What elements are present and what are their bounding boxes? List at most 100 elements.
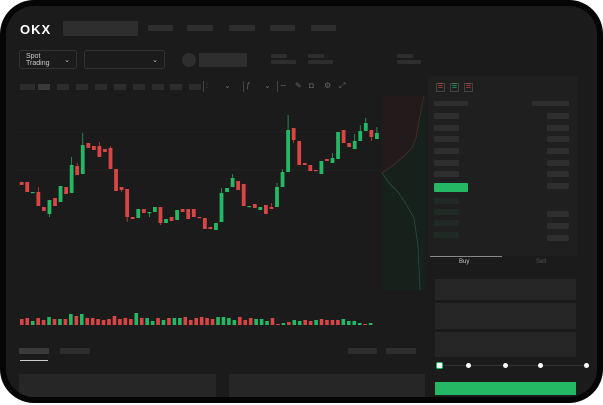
candle-body [308, 165, 313, 171]
candle-body [375, 133, 379, 139]
camera-icon[interactable]: ◘ [309, 81, 314, 90]
timeframe-button[interactable] [38, 84, 50, 90]
volume-bar [41, 320, 46, 325]
candle-body [147, 212, 152, 214]
chevron-down-icon[interactable]: ⌄ [264, 81, 271, 90]
slider-mark[interactable] [584, 363, 589, 368]
slider-mark[interactable] [466, 363, 471, 368]
candle-body [69, 165, 74, 193]
candle-body [86, 143, 91, 148]
timeframe-button[interactable] [76, 84, 88, 90]
bottom-action[interactable] [348, 348, 377, 354]
candle-body [53, 198, 57, 206]
ask-price [434, 160, 459, 166]
timeframe-button[interactable] [114, 84, 126, 90]
bid-price [434, 209, 459, 215]
volume-bar [259, 319, 264, 325]
book-both-icon[interactable]: ☰ [436, 83, 445, 92]
candle-body [363, 123, 368, 131]
candle-body [119, 187, 124, 190]
candle-body [330, 158, 335, 163]
volume-bar [118, 319, 122, 325]
ask-price [434, 125, 459, 131]
price-input[interactable] [435, 279, 576, 300]
bottom-tab[interactable] [60, 348, 90, 354]
candle-body [269, 207, 274, 209]
nav-item[interactable] [229, 25, 255, 31]
stat-label [308, 54, 324, 58]
timeframe-button[interactable] [189, 84, 201, 90]
candle-body [175, 210, 179, 220]
line-icon[interactable]: ∼ [280, 81, 287, 90]
search-bar[interactable] [63, 21, 138, 36]
timeframe-button[interactable] [95, 84, 107, 90]
stat-value [271, 60, 296, 64]
buy-button[interactable] [435, 382, 576, 395]
slider-mark[interactable] [538, 363, 543, 368]
timeframe-button[interactable] [20, 84, 35, 90]
volume-bar [74, 316, 79, 325]
mode-select-label: Spot Trading [26, 52, 50, 67]
book-asks-icon[interactable]: ☰ [464, 83, 473, 92]
volume-bar [210, 319, 215, 325]
tab-sell[interactable]: Sell [536, 259, 547, 265]
volume-bar [194, 318, 198, 325]
nav-item[interactable] [270, 25, 295, 31]
timeframe-button[interactable] [133, 84, 145, 90]
volume-bar [101, 320, 106, 325]
volume-bar [270, 318, 275, 325]
bottom-tab-active[interactable] [19, 348, 49, 354]
nav-item[interactable] [311, 25, 336, 31]
volume-bar [150, 321, 155, 325]
slider-handle[interactable] [436, 362, 443, 369]
nav-item[interactable] [148, 25, 173, 31]
candle-body [186, 209, 191, 219]
total-input[interactable] [435, 332, 576, 357]
volume-bar [265, 321, 269, 325]
settings-icon[interactable]: ⚙ [324, 81, 332, 90]
volume-bar [20, 319, 24, 325]
volume-bar [276, 324, 280, 325]
candle-body [191, 209, 196, 217]
volume-bar [112, 316, 117, 325]
amount-input[interactable] [435, 303, 576, 329]
bottom-action[interactable] [386, 348, 416, 354]
volume-bar [36, 318, 40, 325]
tab-buy[interactable]: Buy [459, 259, 470, 265]
slider-mark[interactable] [503, 363, 508, 368]
depth-asks-line [381, 95, 425, 174]
ask-amount [547, 148, 569, 154]
candle-body [58, 186, 63, 202]
pair-select[interactable]: ⌄ [84, 50, 165, 69]
candle-type-icon[interactable]: ⫶ [206, 81, 208, 90]
candle-body [319, 161, 324, 174]
candle-body [202, 218, 207, 229]
mode-select[interactable]: Spot Trading ⌄ [19, 50, 77, 69]
volume-bar [183, 317, 188, 325]
volume-bar [58, 319, 62, 325]
candlestick-chart[interactable] [6, 6, 597, 397]
indicator-icon[interactable]: ƒ [246, 81, 251, 90]
nav-item[interactable] [187, 25, 213, 31]
volume-bar [167, 318, 171, 325]
stat-value [308, 60, 333, 64]
volume-bar [107, 319, 111, 325]
timeframe-button[interactable] [152, 84, 164, 90]
candle-body [130, 217, 135, 219]
candle-body [103, 149, 107, 152]
draw-icon[interactable]: ✎ [295, 81, 302, 90]
volume-bar [172, 318, 177, 325]
chevron-down-icon[interactable]: ⌄ [224, 81, 231, 90]
volume-bar [145, 318, 149, 325]
timeframe-button[interactable] [170, 84, 182, 90]
timeframe-button[interactable] [57, 84, 69, 90]
candle-body [153, 207, 157, 212]
book-bids-icon[interactable]: ☰ [450, 83, 459, 92]
amount-slider[interactable] [439, 365, 589, 366]
bottom-tab-indicator [20, 360, 48, 361]
volume-bar [341, 319, 346, 325]
volume-bar [238, 317, 242, 325]
fullscreen-icon[interactable]: ⤢ [339, 81, 346, 90]
candle-body [225, 188, 229, 192]
ask-price [434, 148, 459, 154]
